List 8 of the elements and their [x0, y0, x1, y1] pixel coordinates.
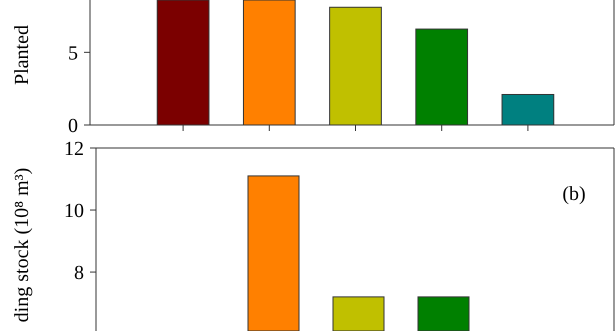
y-axis-title: ding stock (10⁸ m³): [11, 168, 33, 322]
y-tick-label: 8: [74, 262, 84, 284]
annotation: (b): [562, 183, 586, 205]
y-axis-title: Planted: [11, 25, 33, 85]
y-tick-label: 5: [68, 42, 78, 64]
y-tick-label: 10: [64, 200, 84, 222]
y-tick-label: 12: [64, 138, 84, 160]
y-tick-label: 0: [68, 115, 78, 137]
